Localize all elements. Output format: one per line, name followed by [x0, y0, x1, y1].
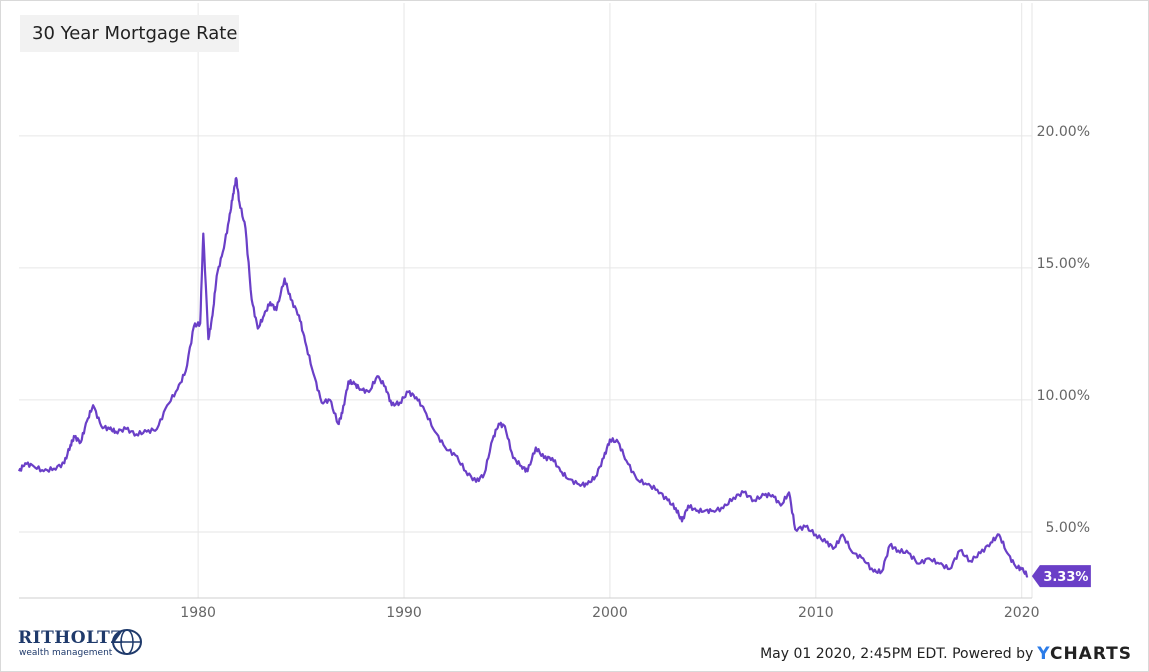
- last-value-badge-shape: [1031, 565, 1091, 588]
- x-tick-label: 1980: [180, 605, 216, 621]
- x-tick-label: 1990: [386, 605, 422, 621]
- x-tick-label: 2020: [1004, 605, 1040, 621]
- ycharts-logo-rest: CHARTS: [1049, 644, 1132, 664]
- firm-name: RITHOLTZ: [18, 628, 124, 648]
- globe-icon: [112, 629, 142, 655]
- timestamp: May 01 2020, 2:45PM EDT.: [760, 646, 948, 662]
- footer-credit: May 01 2020, 2:45PM EDT. Powered by YCHA…: [760, 644, 1132, 664]
- x-tick-label: 2010: [798, 605, 834, 621]
- y-tick-labels: 5.00% 10.00% 15.00% 20.00%: [1037, 124, 1090, 536]
- series-line: [17, 177, 1029, 578]
- last-value-label: 3.33%: [1043, 570, 1088, 585]
- series-group: [17, 177, 1029, 578]
- chart-title: 30 Year Mortgage Rate: [32, 23, 238, 44]
- x-tick-labels: 1980 1990 2000 2010 2020: [180, 605, 1039, 621]
- ycharts-logo-y: Y: [1037, 644, 1050, 664]
- y-tick-label: 15.00%: [1037, 256, 1090, 272]
- y-tick-label: 10.00%: [1037, 388, 1090, 404]
- y-tick-label: 20.00%: [1037, 124, 1090, 140]
- powered-by: Powered by: [952, 646, 1034, 662]
- y-tick-label: 5.00%: [1046, 520, 1090, 536]
- x-tick-label: 2000: [592, 605, 628, 621]
- last-value-badge: 3.33%: [1031, 565, 1091, 588]
- firm-logo: RITHOLTZ wealth management: [18, 623, 148, 663]
- chart-title-box: 30 Year Mortgage Rate: [20, 15, 239, 52]
- firm-subtitle: wealth management: [19, 648, 113, 658]
- grid: [19, 3, 1033, 599]
- ycharts-logo: YCHARTS: [1037, 644, 1132, 664]
